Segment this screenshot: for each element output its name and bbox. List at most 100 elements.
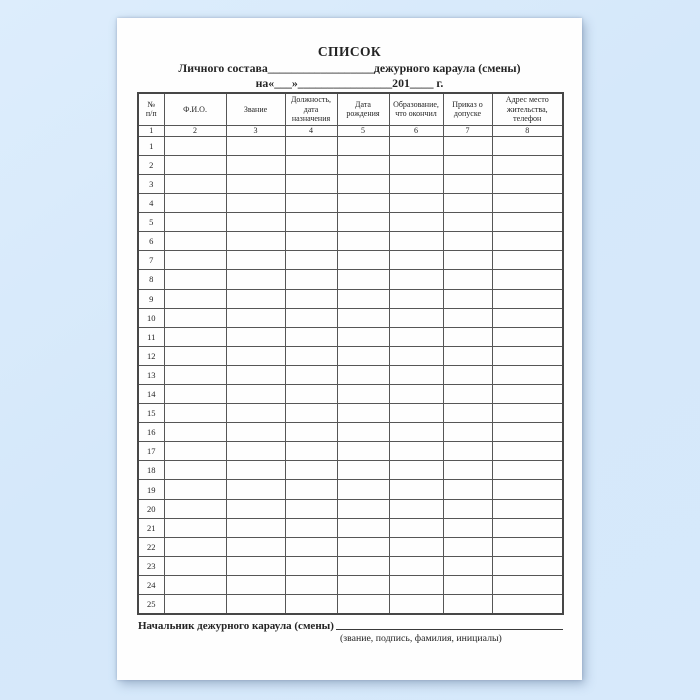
empty-cell bbox=[442, 135, 493, 156]
empty-cell bbox=[388, 364, 444, 386]
empty-cell bbox=[388, 403, 444, 424]
empty-cell bbox=[336, 212, 390, 233]
empty-cell bbox=[163, 307, 227, 328]
signature-hint: (звание, подпись, фамилия, инициалы) bbox=[340, 633, 502, 644]
empty-cell bbox=[442, 498, 493, 519]
row-number-cell: 22 bbox=[137, 536, 165, 557]
empty-cell bbox=[388, 345, 444, 366]
empty-cell bbox=[388, 555, 444, 576]
empty-cell bbox=[336, 498, 390, 519]
empty-cell bbox=[336, 460, 390, 481]
empty-cell bbox=[284, 479, 338, 500]
empty-cell bbox=[442, 460, 493, 481]
table-row: 11 bbox=[137, 326, 564, 347]
column-header: Дата рождения bbox=[336, 92, 390, 126]
column-number: 7 bbox=[442, 124, 493, 137]
row-number-cell: 7 bbox=[137, 250, 165, 271]
table-row: 5 bbox=[137, 212, 564, 233]
empty-cell bbox=[491, 441, 564, 462]
row-number-cell: 14 bbox=[137, 383, 165, 405]
roster-table: № п/п Ф.И.О. Звание Должность, дата назначе… bbox=[137, 92, 564, 615]
empty-cell bbox=[388, 441, 444, 462]
header-row: № п/п Ф.И.О. Звание Должность, дата назначе… bbox=[137, 92, 564, 126]
empty-cell bbox=[388, 479, 444, 500]
empty-cell bbox=[336, 536, 390, 557]
row-number-cell: 9 bbox=[137, 288, 165, 309]
empty-cell bbox=[163, 441, 227, 462]
signature-row: Начальник дежурного караула (смены) bbox=[138, 620, 563, 632]
row-number-cell: 25 bbox=[137, 594, 165, 615]
empty-cell bbox=[284, 307, 338, 328]
empty-cell bbox=[336, 403, 390, 424]
empty-cell bbox=[163, 498, 227, 519]
table-row: 24 bbox=[137, 574, 564, 596]
table-row: 22 bbox=[137, 536, 564, 557]
empty-cell bbox=[225, 193, 286, 214]
table-body: 1 2 3 4 5 6 7 8 9 10 11 12 13 14 15 16 17 18 19 20 21 22 23 24 2… bbox=[137, 135, 564, 615]
empty-cell bbox=[225, 269, 286, 290]
empty-cell bbox=[491, 288, 564, 309]
column-number: 2 bbox=[163, 124, 227, 137]
empty-cell bbox=[284, 536, 338, 557]
empty-cell bbox=[163, 460, 227, 481]
empty-cell bbox=[388, 250, 444, 271]
empty-cell bbox=[225, 307, 286, 328]
table-row: 25 bbox=[137, 594, 564, 615]
row-number-cell: 20 bbox=[137, 498, 165, 519]
empty-cell bbox=[442, 231, 493, 252]
row-number-cell: 2 bbox=[137, 154, 165, 175]
column-number: 5 bbox=[336, 124, 390, 137]
empty-cell bbox=[284, 345, 338, 366]
empty-cell bbox=[163, 555, 227, 576]
empty-cell bbox=[284, 555, 338, 576]
empty-cell bbox=[336, 231, 390, 252]
empty-cell bbox=[163, 345, 227, 366]
row-number-cell: 8 bbox=[137, 269, 165, 290]
empty-cell bbox=[163, 574, 227, 596]
table-row: 4 bbox=[137, 193, 564, 214]
empty-cell bbox=[388, 326, 444, 347]
empty-cell bbox=[225, 460, 286, 481]
row-number-cell: 24 bbox=[137, 574, 165, 596]
row-number-cell: 4 bbox=[137, 193, 165, 214]
empty-cell bbox=[225, 250, 286, 271]
row-number-cell: 5 bbox=[137, 212, 165, 233]
empty-cell bbox=[491, 212, 564, 233]
empty-cell bbox=[491, 269, 564, 290]
table-row: 17 bbox=[137, 441, 564, 462]
empty-cell bbox=[336, 422, 390, 443]
column-header: Должность, дата назначения bbox=[284, 92, 338, 126]
empty-cell bbox=[225, 536, 286, 557]
empty-cell bbox=[388, 193, 444, 214]
empty-cell bbox=[336, 441, 390, 462]
empty-cell bbox=[491, 345, 564, 366]
empty-cell bbox=[388, 498, 444, 519]
empty-cell bbox=[225, 345, 286, 366]
empty-cell bbox=[442, 536, 493, 557]
empty-cell bbox=[163, 594, 227, 615]
empty-cell bbox=[491, 460, 564, 481]
empty-cell bbox=[163, 269, 227, 290]
empty-cell bbox=[442, 193, 493, 214]
row-number-cell: 21 bbox=[137, 517, 165, 538]
empty-cell bbox=[225, 498, 286, 519]
empty-cell bbox=[442, 479, 493, 500]
empty-cell bbox=[336, 307, 390, 328]
empty-cell bbox=[284, 193, 338, 214]
empty-cell bbox=[491, 250, 564, 271]
table-row: 2 bbox=[137, 154, 564, 175]
row-number-cell: 17 bbox=[137, 441, 165, 462]
document-page: СПИСОК Личного состава__________________… bbox=[117, 18, 582, 680]
empty-cell bbox=[442, 307, 493, 328]
empty-cell bbox=[284, 269, 338, 290]
row-number-cell: 19 bbox=[137, 479, 165, 500]
document-header: СПИСОК Личного состава__________________… bbox=[117, 18, 582, 91]
empty-cell bbox=[336, 269, 390, 290]
empty-cell bbox=[442, 594, 493, 615]
table-row: 14 bbox=[137, 383, 564, 405]
empty-cell bbox=[336, 154, 390, 175]
column-header: Адрес место жительства, телефон bbox=[491, 92, 564, 126]
empty-cell bbox=[491, 498, 564, 519]
empty-cell bbox=[225, 212, 286, 233]
